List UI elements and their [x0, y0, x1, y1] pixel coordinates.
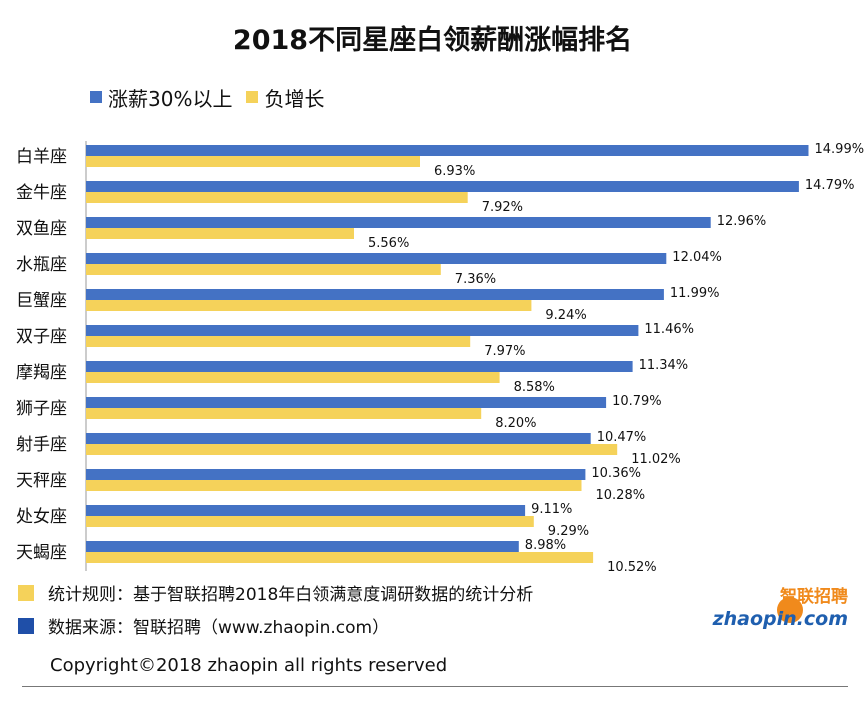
copyright-divider: [22, 686, 848, 687]
footer-swatch-blue: [18, 617, 34, 634]
data-label: 5.56%: [368, 236, 409, 251]
data-label: 9.29%: [548, 524, 589, 539]
category-label: 双子座: [16, 327, 67, 347]
category-label: 处女座: [16, 507, 67, 527]
category-label: 狮子座: [16, 399, 67, 419]
legend-label-series-1: 涨薪30%以上: [108, 86, 233, 111]
bar-series-2: [86, 444, 618, 455]
bar-series-2: [86, 264, 441, 275]
zhaopin-logo: 智联招聘 zhaopin.com: [712, 586, 848, 630]
data-label: 9.11%: [531, 502, 572, 517]
bar-series-2: [86, 408, 482, 419]
bar-series-1: [86, 433, 591, 444]
data-label: 11.34%: [639, 358, 689, 373]
category-label: 巨蟹座: [16, 291, 67, 311]
chart-title: 2018不同星座白领薪酬涨幅排名: [232, 25, 633, 56]
logo-ball: [777, 597, 803, 623]
data-label: 8.58%: [514, 380, 555, 395]
bar-series-1: [86, 181, 799, 192]
data-label: 12.04%: [672, 250, 722, 265]
data-label: 12.96%: [717, 214, 767, 229]
footer-rule: 统计规则：基于智联招聘2018年白领满意度调研数据的统计分析: [18, 580, 533, 605]
bar-series-2: [86, 300, 532, 311]
bar-series-2: [86, 552, 594, 563]
legend-item-series-2: 负增长: [246, 83, 324, 112]
data-label: 10.47%: [597, 430, 647, 445]
bar-series-1: [86, 253, 667, 264]
data-label: 11.46%: [644, 322, 694, 337]
footer-source: 数据来源：智联招聘（www.zhaopin.com）: [18, 613, 389, 638]
legend: 涨薪30%以上 负增长: [90, 86, 338, 111]
data-label: 11.02%: [631, 452, 681, 467]
bar-series-1: [86, 325, 639, 336]
category-label: 双鱼座: [16, 219, 67, 239]
bar-series-1: [86, 469, 586, 480]
bar-series-2: [86, 516, 534, 527]
data-label: 7.97%: [484, 344, 525, 359]
legend-swatch-yellow: [246, 91, 259, 103]
category-label: 白羊座: [16, 147, 67, 167]
data-label: 11.99%: [670, 286, 720, 301]
legend-swatch-blue: [90, 91, 102, 103]
bar-series-1: [86, 361, 633, 372]
category-label: 天秤座: [16, 471, 67, 491]
logo-top-text: 智联招聘: [780, 586, 848, 607]
data-label: 8.98%: [525, 538, 566, 553]
data-label: 10.52%: [607, 560, 657, 575]
category-label: 水瓶座: [16, 255, 67, 275]
data-label: 8.20%: [495, 416, 536, 431]
data-label: 10.79%: [612, 394, 662, 409]
bar-series-2: [86, 372, 500, 383]
bar-chart: 白羊座 14.99% 6.93% 金牛座 14.79% 7.92% 双鱼座 12.96% 5.5…: [16, 141, 865, 575]
footer-source-text: 数据来源：智联招聘（www.zhaopin.com）: [48, 618, 390, 638]
footer-rule-text: 统计规则：基于智联招聘2018年白领满意度调研数据的统计分析: [48, 585, 534, 605]
bar-series-2: [86, 336, 471, 347]
data-label: 10.36%: [591, 466, 641, 481]
bar-series-2: [86, 480, 582, 491]
category-label: 摩羯座: [16, 363, 67, 383]
category-label: 射手座: [16, 435, 67, 455]
bar-series-1: [86, 541, 519, 552]
category-label: 天蝎座: [16, 543, 67, 563]
bar-series-2: [86, 228, 354, 239]
bar-series-1: [86, 289, 664, 300]
copyright: Copyright©2018 zhaopin all rights reserv…: [50, 655, 448, 676]
data-label: 14.79%: [805, 178, 855, 193]
bar-series-2: [86, 156, 420, 167]
data-label: 14.99%: [815, 142, 865, 157]
bar-series-2: [86, 192, 468, 203]
data-label: 9.24%: [545, 308, 586, 323]
logo-bottom-text: zhaopin.com: [712, 608, 848, 630]
bar-series-1: [86, 397, 607, 408]
data-label: 6.93%: [434, 164, 475, 179]
data-label: 7.92%: [482, 200, 523, 215]
legend-item-series-1: 涨薪30%以上: [90, 83, 232, 112]
data-label: 10.28%: [596, 488, 646, 503]
footer-swatch-yellow: [18, 584, 34, 601]
legend-label-series-2: 负增长: [264, 86, 325, 111]
data-label: 7.36%: [455, 272, 496, 287]
bar-series-1: [86, 505, 526, 516]
bar-series-1: [86, 217, 711, 228]
category-label: 金牛座: [16, 183, 67, 203]
bar-series-1: [86, 145, 809, 156]
